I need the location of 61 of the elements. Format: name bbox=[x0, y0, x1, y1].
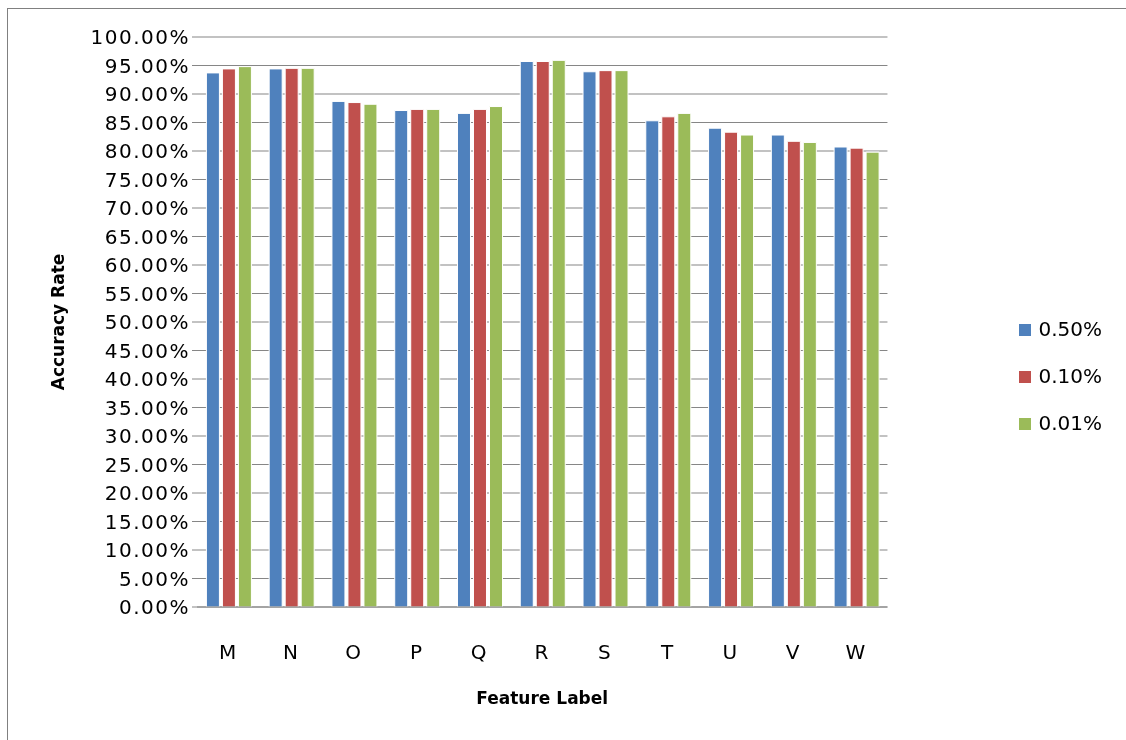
x-tick-label: V bbox=[785, 640, 801, 665]
bar bbox=[284, 67, 299, 607]
x-tick-label: U bbox=[722, 640, 739, 665]
y-tick-label: 80.00% bbox=[104, 139, 190, 164]
bar bbox=[205, 72, 220, 607]
x-tick-label: M bbox=[219, 640, 238, 665]
y-tick-label: 45.00% bbox=[104, 338, 190, 363]
bar bbox=[456, 112, 471, 607]
legend-label: 0.10% bbox=[1038, 364, 1102, 388]
y-tick-label: 0.00% bbox=[118, 595, 190, 620]
legend-label: 0.01% bbox=[1038, 411, 1102, 435]
bar bbox=[472, 108, 487, 607]
x-tick-label: R bbox=[534, 640, 550, 665]
y-tick-label: 100.00% bbox=[90, 25, 190, 50]
bar bbox=[786, 140, 801, 607]
x-tick-label: P bbox=[409, 640, 424, 665]
bar bbox=[677, 112, 692, 607]
bar bbox=[488, 106, 503, 607]
y-tick-label: 5.00% bbox=[118, 566, 190, 591]
bar bbox=[661, 116, 676, 607]
legend-label: 0.50% bbox=[1038, 317, 1102, 341]
bar bbox=[645, 120, 660, 607]
bar bbox=[770, 134, 785, 607]
bar bbox=[426, 108, 441, 607]
bar bbox=[410, 108, 425, 607]
y-tick-label: 60.00% bbox=[104, 253, 190, 278]
y-tick-label: 95.00% bbox=[104, 53, 190, 78]
y-tick-label: 55.00% bbox=[104, 281, 190, 306]
y-tick-label: 40.00% bbox=[104, 367, 190, 392]
x-tick-label: N bbox=[282, 640, 300, 665]
x-tick-label: S bbox=[597, 640, 613, 665]
y-tick-label: 20.00% bbox=[104, 481, 190, 506]
x-tick-label: O bbox=[345, 640, 363, 665]
y-tick-label: 65.00% bbox=[104, 224, 190, 249]
y-tick-label: 85.00% bbox=[104, 110, 190, 135]
y-tick-label: 70.00% bbox=[104, 196, 190, 221]
y-tick-label: 10.00% bbox=[104, 538, 190, 563]
bar bbox=[394, 110, 409, 607]
x-tick-label: W bbox=[845, 640, 867, 665]
bar bbox=[551, 59, 566, 607]
bar bbox=[740, 134, 755, 607]
bar bbox=[268, 68, 283, 607]
x-axis-title: Feature Label bbox=[476, 688, 609, 708]
y-tick-label: 35.00% bbox=[104, 395, 190, 420]
bar bbox=[221, 68, 236, 607]
y-axis-title: Accuracy Rate bbox=[48, 253, 68, 391]
bar bbox=[519, 61, 534, 607]
bar bbox=[300, 67, 315, 607]
y-tick-label: 15.00% bbox=[104, 509, 190, 534]
y-tick-label: 25.00% bbox=[104, 452, 190, 477]
bar bbox=[708, 127, 723, 607]
y-tick-label: 30.00% bbox=[104, 424, 190, 449]
bar bbox=[237, 66, 252, 607]
bar bbox=[535, 61, 550, 607]
y-tick-label: 75.00% bbox=[104, 167, 190, 192]
x-tick-label: T bbox=[659, 640, 675, 665]
x-tick-label: Q bbox=[470, 640, 489, 665]
y-tick-label: 50.00% bbox=[104, 310, 190, 335]
y-tick-label: 90.00% bbox=[104, 82, 190, 107]
bar bbox=[724, 131, 739, 607]
bar bbox=[802, 141, 817, 607]
